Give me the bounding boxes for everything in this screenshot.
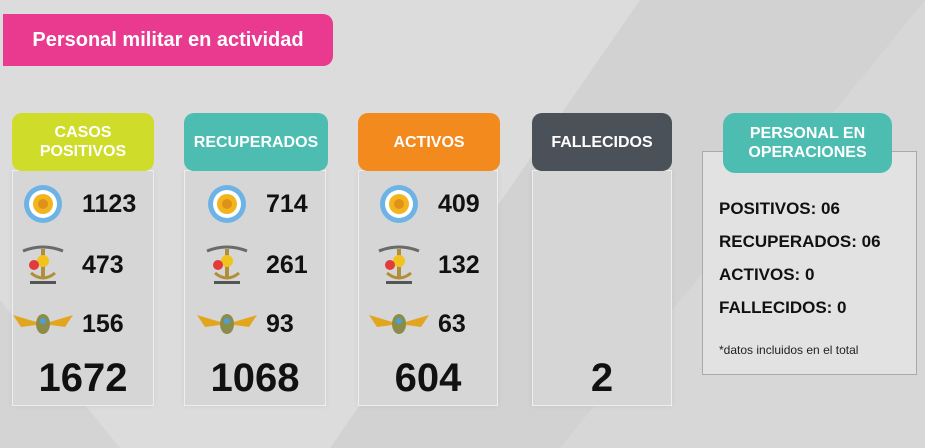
activos-header: ACTIVOS	[358, 113, 500, 171]
operaciones-positivos: POSITIVOS: 06	[719, 199, 840, 218]
casos-navy-row: 473	[8, 244, 124, 286]
fallecidos-header: FALLECIDOS	[532, 113, 672, 171]
air-force-wings-emblem-icon	[364, 303, 434, 345]
activos-navy-value: 132	[438, 250, 480, 279]
casos-army-value: 1123	[82, 189, 137, 218]
activos-total: 604	[394, 355, 462, 400]
operaciones-header-line1: PERSONAL EN	[749, 125, 866, 142]
casos-air-row: 156	[8, 303, 124, 345]
operaciones-header: PERSONAL EN OPERACIONES	[723, 113, 892, 173]
navy-anchor-emblem-icon	[8, 244, 78, 286]
page-title: Personal militar en actividad	[3, 14, 333, 66]
recuperados-header: RECUPERADOS	[184, 113, 328, 171]
activos-air-value: 63	[438, 309, 466, 338]
casos-header-line1: CASOS	[54, 124, 112, 141]
activos-air-row: 63	[364, 303, 466, 345]
casos-air-value: 156	[82, 309, 124, 338]
navy-anchor-emblem-icon	[192, 244, 262, 286]
army-emblem-icon	[364, 183, 434, 225]
recuperados-air-row: 93	[192, 303, 294, 345]
operaciones-recuperados: RECUPERADOS: 06	[719, 232, 881, 251]
army-emblem-icon	[8, 183, 78, 225]
operaciones-header-line2: OPERACIONES	[748, 144, 867, 161]
casos-total: 1672	[38, 355, 128, 400]
activos-header-line1: ACTIVOS	[393, 133, 465, 151]
recuperados-card	[184, 170, 326, 406]
air-force-wings-emblem-icon	[8, 303, 78, 345]
casos-header: CASOS POSITIVOS	[12, 113, 154, 171]
air-force-wings-emblem-icon	[192, 303, 262, 345]
recuperados-army-value: 714	[266, 189, 308, 218]
fallecidos-card	[532, 170, 672, 406]
activos-navy-row: 132	[364, 244, 480, 286]
activos-army-row: 409	[364, 183, 480, 225]
army-emblem-icon	[192, 183, 262, 225]
operaciones-footnote: *datos incluidos en el total	[719, 343, 859, 357]
recuperados-total: 1068	[210, 355, 300, 400]
operaciones-activos: ACTIVOS: 0	[719, 265, 815, 284]
recuperados-header-line1: RECUPERADOS	[193, 133, 319, 151]
navy-anchor-emblem-icon	[364, 244, 434, 286]
casos-navy-value: 473	[82, 250, 124, 279]
fallecidos-total: 2	[590, 355, 614, 400]
casos-header-line2: POSITIVOS	[39, 143, 127, 160]
casos-army-row: 1123	[8, 183, 136, 225]
recuperados-army-row: 714	[192, 183, 308, 225]
recuperados-navy-row: 261	[192, 244, 308, 286]
operaciones-fallecidos: FALLECIDOS: 0	[719, 298, 847, 317]
recuperados-navy-value: 261	[266, 250, 308, 279]
fallecidos-header-line1: FALLECIDOS	[551, 133, 653, 151]
operaciones-box	[702, 151, 917, 375]
activos-army-value: 409	[438, 189, 480, 218]
recuperados-air-value: 93	[266, 309, 294, 338]
